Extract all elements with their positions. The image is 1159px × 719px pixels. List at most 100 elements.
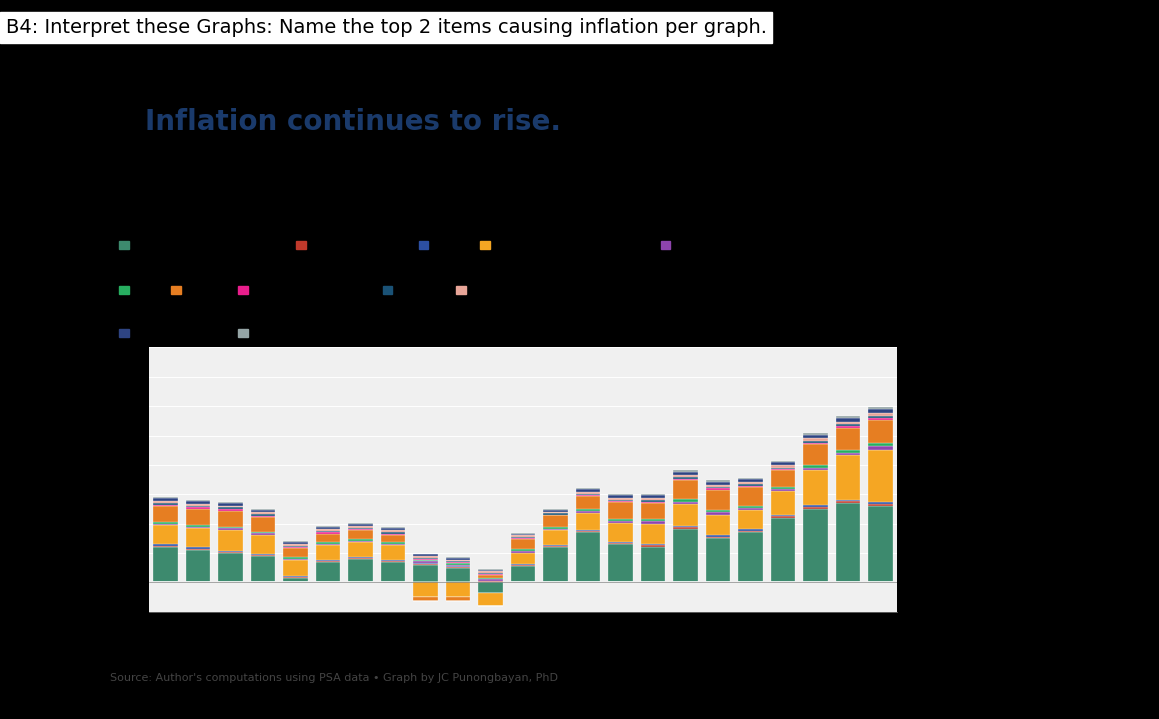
Bar	[771, 518, 795, 582]
Bar	[381, 545, 406, 559]
Bar	[868, 416, 892, 418]
Bar	[511, 536, 535, 537]
Bar	[153, 498, 177, 501]
Bar	[673, 479, 698, 480]
Bar	[185, 509, 210, 525]
Bar	[544, 510, 568, 512]
Bar	[576, 531, 600, 532]
Bar	[315, 542, 341, 544]
Bar	[283, 547, 307, 549]
Bar	[381, 561, 406, 562]
Bar	[673, 499, 698, 502]
Bar	[283, 578, 307, 582]
Bar	[803, 443, 828, 444]
Bar	[868, 418, 892, 420]
Bar	[803, 438, 828, 441]
Bar	[771, 470, 795, 487]
Bar	[349, 539, 373, 541]
Bar	[576, 509, 600, 511]
Bar	[250, 535, 275, 554]
Bar	[868, 446, 892, 449]
Bar	[706, 488, 730, 490]
Bar	[868, 506, 892, 582]
Bar	[608, 521, 633, 523]
Bar	[544, 531, 568, 545]
Bar	[315, 526, 341, 527]
Y-axis label: % kontribusyon sa pangkalahatang inflation: % kontribusyon sa pangkalahatang inflati…	[115, 372, 125, 587]
Bar	[836, 426, 860, 428]
Bar	[608, 544, 633, 582]
Bar	[315, 562, 341, 582]
Bar	[511, 533, 535, 536]
Bar	[315, 533, 341, 542]
Bar	[576, 511, 600, 513]
Bar	[349, 523, 373, 524]
Bar	[414, 582, 438, 597]
Bar	[738, 478, 763, 479]
Bar	[673, 529, 698, 582]
Bar	[608, 523, 633, 542]
Bar	[218, 527, 242, 528]
Bar	[381, 542, 406, 544]
Bar	[673, 502, 698, 504]
Bar	[349, 528, 373, 529]
Bar	[185, 547, 210, 549]
Bar	[511, 549, 535, 551]
Bar	[544, 545, 568, 546]
Bar	[381, 532, 406, 533]
Bar	[576, 495, 600, 496]
Bar	[153, 526, 177, 544]
Bar	[673, 477, 698, 479]
Bar	[738, 529, 763, 531]
Bar	[608, 498, 633, 500]
Bar	[185, 550, 210, 582]
Bar	[479, 578, 503, 580]
Bar	[153, 544, 177, 546]
Bar	[544, 508, 568, 510]
Bar	[738, 508, 763, 510]
Bar	[673, 475, 698, 477]
Bar	[738, 486, 763, 487]
Bar	[641, 495, 665, 498]
Legend: Restaurants, hotels, Financial services: Restaurants, hotels, Financial services	[115, 325, 348, 343]
Bar	[803, 467, 828, 470]
Bar	[414, 564, 438, 582]
Bar	[608, 494, 633, 495]
Bar	[349, 524, 373, 526]
Bar	[836, 418, 860, 422]
Bar	[576, 496, 600, 509]
Bar	[836, 456, 860, 500]
Bar	[803, 441, 828, 443]
Bar	[771, 491, 795, 515]
Bar	[250, 555, 275, 556]
Bar	[153, 522, 177, 523]
Bar	[414, 558, 438, 559]
Bar	[641, 498, 665, 500]
Bar	[446, 564, 471, 566]
Bar	[446, 557, 471, 558]
Bar	[250, 516, 275, 517]
Bar	[803, 507, 828, 509]
Bar	[803, 465, 828, 467]
Bar	[576, 492, 600, 494]
Bar	[836, 503, 860, 582]
Bar	[836, 450, 860, 452]
Bar	[153, 505, 177, 506]
Bar	[218, 528, 242, 530]
Bar	[641, 523, 665, 544]
Bar	[836, 416, 860, 418]
Bar	[673, 470, 698, 472]
Bar	[283, 542, 307, 544]
Bar	[641, 545, 665, 547]
Bar	[836, 500, 860, 501]
Bar	[185, 508, 210, 509]
Bar	[868, 413, 892, 416]
Bar	[511, 539, 535, 549]
Bar	[185, 501, 210, 504]
Bar	[250, 533, 275, 535]
Bar	[446, 563, 471, 564]
Bar	[446, 582, 471, 597]
Bar	[250, 554, 275, 555]
Bar	[414, 560, 438, 562]
Bar	[544, 527, 568, 529]
